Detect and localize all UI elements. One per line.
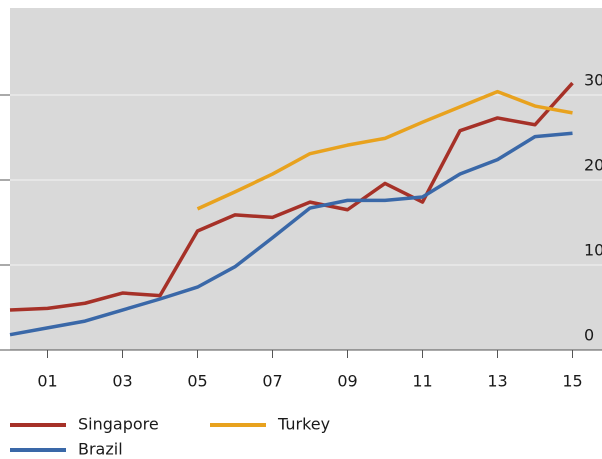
line-series [196, 89, 573, 211]
legend-label: Turkey [277, 415, 330, 434]
y-tick-label: 0 [584, 326, 594, 345]
line-series [9, 131, 573, 337]
y-tick-label: 20 [584, 156, 602, 175]
line-series [9, 81, 574, 312]
plot-background [10, 8, 602, 350]
x-tick-label: 03 [112, 372, 132, 391]
legend-label: Brazil [78, 440, 123, 459]
x-tick-label: 07 [262, 372, 282, 391]
x-tick-label: 09 [337, 372, 357, 391]
x-tick-label: 13 [487, 372, 507, 391]
x-tick-label: 15 [562, 372, 582, 391]
x-tick-label: 05 [187, 372, 207, 391]
y-tick-label: 30 [584, 71, 602, 90]
x-tick-label: 01 [37, 372, 57, 391]
x-tick-label: 11 [412, 372, 432, 391]
y-tick-label: 10 [584, 241, 602, 260]
legend-label: Singapore [78, 415, 159, 434]
